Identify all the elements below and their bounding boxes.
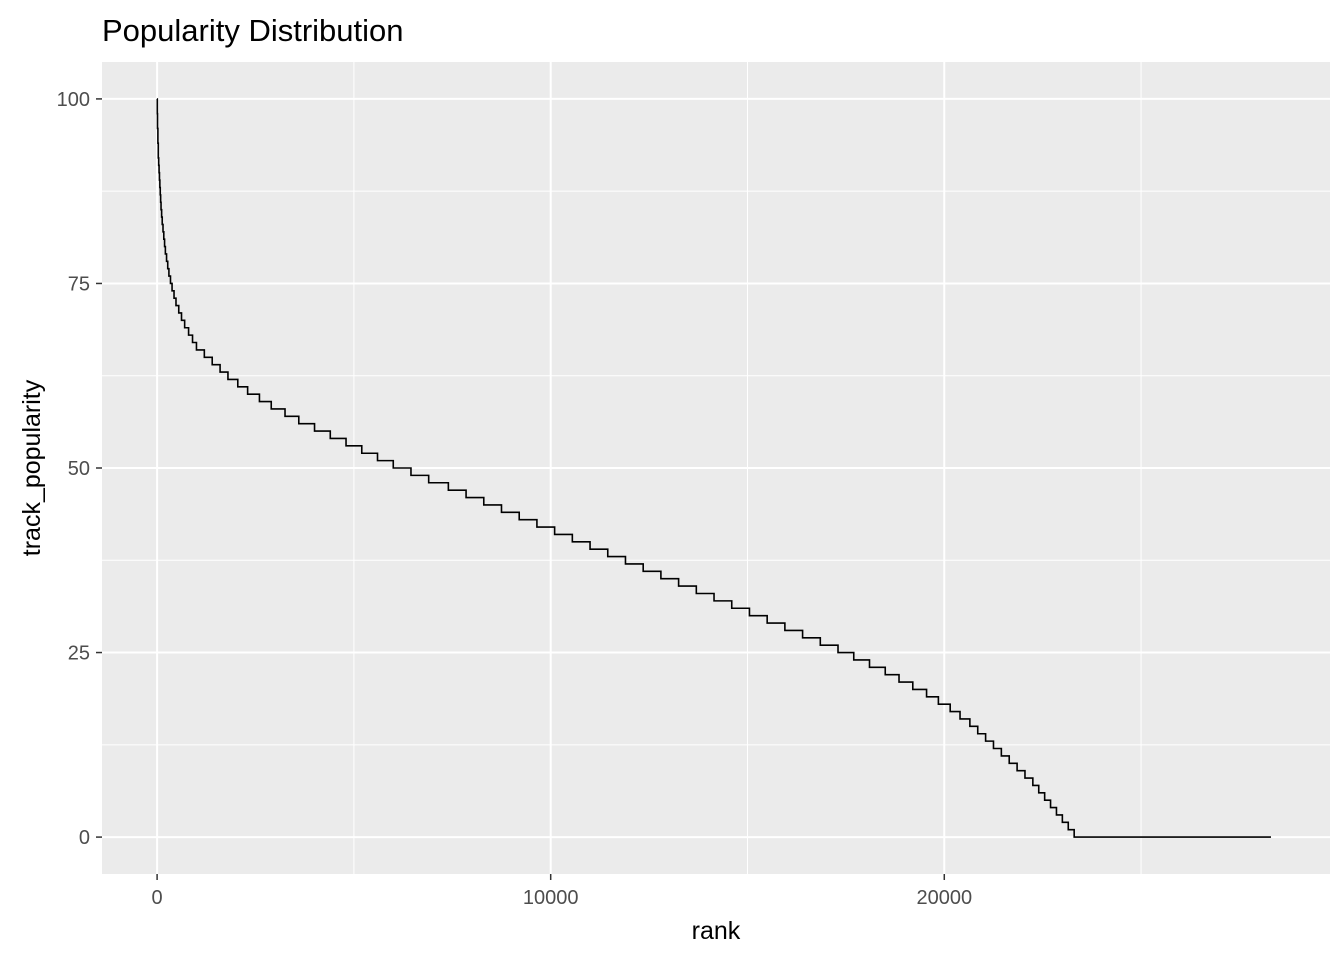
x-axis-title: rank xyxy=(692,917,741,945)
y-tick-label: 50 xyxy=(68,458,90,480)
y-axis: 0 25 50 75 100 xyxy=(57,89,102,849)
x-tick-label: 10000 xyxy=(523,887,579,909)
x-tick-label: 20000 xyxy=(916,887,972,909)
y-tick-label: 100 xyxy=(57,89,90,111)
popularity-step-line xyxy=(156,98,1271,838)
y-tick-label: 75 xyxy=(68,273,90,295)
y-tick-label: 25 xyxy=(68,643,90,665)
y-tick-label: 0 xyxy=(79,827,90,849)
x-tick-label: 0 xyxy=(152,887,163,909)
chart-title: Popularity Distribution xyxy=(102,13,404,48)
x-axis: 0 10000 20000 xyxy=(152,874,972,909)
y-axis-title: track_popularity xyxy=(18,379,46,556)
